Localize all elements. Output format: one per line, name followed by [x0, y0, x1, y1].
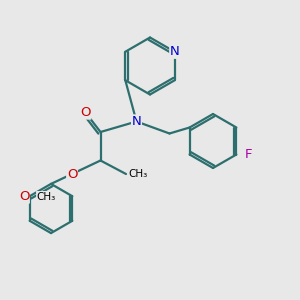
- Text: O: O: [80, 106, 91, 119]
- Text: O: O: [19, 190, 29, 203]
- Text: CH₃: CH₃: [37, 191, 56, 202]
- Text: N: N: [170, 45, 180, 58]
- Text: O: O: [67, 167, 77, 181]
- Text: CH₃: CH₃: [128, 169, 148, 179]
- Text: F: F: [245, 148, 253, 161]
- Text: N: N: [132, 115, 141, 128]
